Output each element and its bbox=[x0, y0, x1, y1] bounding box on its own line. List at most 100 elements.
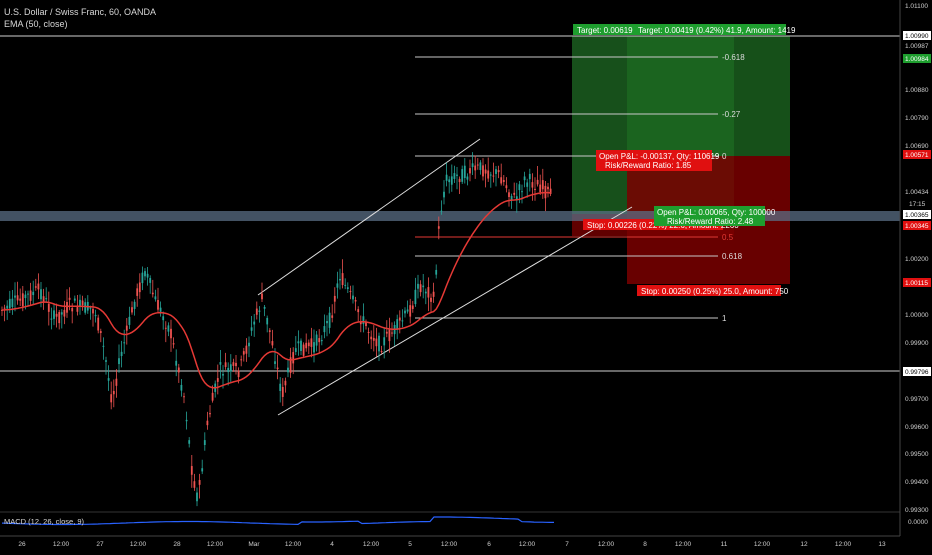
long-rr-text: Risk/Reward Ratio: 2.48 bbox=[667, 217, 754, 226]
candle-body bbox=[159, 307, 162, 312]
candle-body bbox=[193, 481, 196, 488]
candle-body bbox=[305, 342, 308, 349]
candle-body bbox=[274, 361, 276, 364]
candle-body bbox=[289, 357, 292, 373]
candle-body bbox=[362, 316, 365, 325]
candle-body bbox=[505, 185, 508, 189]
candle-body bbox=[318, 338, 321, 343]
price-tick: 0.99500 bbox=[905, 451, 929, 458]
horizontal-lines[interactable] bbox=[0, 35, 900, 372]
candle-body bbox=[341, 273, 344, 286]
candle-body bbox=[45, 298, 48, 300]
price-tick: 0.99600 bbox=[905, 424, 929, 431]
candle-body bbox=[261, 293, 263, 300]
candle-body bbox=[456, 174, 458, 176]
candle-body bbox=[422, 285, 425, 288]
candle-body bbox=[258, 310, 261, 312]
candle-body bbox=[526, 182, 529, 187]
candle-body bbox=[510, 195, 513, 200]
price-band[interactable] bbox=[0, 211, 900, 221]
candle-body bbox=[84, 302, 87, 313]
short-pnl-label[interactable]: Open P&L: -0.00137, Qty: 110619 Risk/Rew… bbox=[596, 150, 720, 171]
price-tick: 0.99900 bbox=[905, 340, 929, 347]
candle-body bbox=[443, 191, 445, 198]
candle-body bbox=[237, 370, 240, 378]
ema-line[interactable] bbox=[1, 191, 551, 389]
short-target-label[interactable]: Target: 0.00419 (0.42%) 41.9, Amount: 14… bbox=[634, 24, 796, 35]
trend-channel[interactable] bbox=[257, 138, 633, 416]
candle-body bbox=[242, 351, 245, 355]
time-tick: 8 bbox=[643, 541, 647, 548]
svg-text:1.00115: 1.00115 bbox=[905, 280, 928, 287]
price-tick: 1.00880 bbox=[905, 87, 929, 94]
time-axis[interactable]: 26 12:00 27 12:00 28 12:00 Mar 12:00 4 12:00 5 12:0… bbox=[0, 535, 900, 548]
candle-body bbox=[138, 282, 141, 293]
candle-body bbox=[292, 352, 295, 364]
candle-body bbox=[42, 296, 45, 303]
candle-body bbox=[469, 168, 471, 174]
fib-retracement[interactable] bbox=[415, 56, 718, 319]
candle-body bbox=[19, 298, 22, 301]
candle-body bbox=[411, 305, 414, 309]
candle-body bbox=[326, 320, 328, 324]
candle-body bbox=[268, 330, 271, 332]
candle-body bbox=[229, 364, 232, 372]
time-tick: 27 bbox=[96, 541, 104, 548]
candle-body bbox=[310, 338, 313, 347]
fib-label: 0.618 bbox=[722, 252, 743, 261]
time-tick: 7 bbox=[565, 541, 569, 548]
candle-body bbox=[227, 367, 230, 373]
candle-body bbox=[518, 184, 521, 191]
price-tick: 1.00790 bbox=[905, 115, 929, 122]
candle-body bbox=[99, 331, 102, 333]
candle-body bbox=[235, 362, 237, 367]
short-target-zone[interactable] bbox=[627, 36, 790, 156]
candle-body bbox=[349, 291, 352, 293]
candle-body bbox=[445, 174, 448, 181]
time-tick: 6 bbox=[487, 541, 491, 548]
symbol-title[interactable]: U.S. Dollar / Swiss Franc, 60, OANDA bbox=[4, 7, 157, 17]
candle-body bbox=[391, 332, 393, 334]
candle-body bbox=[224, 362, 227, 367]
candle-body bbox=[497, 170, 500, 173]
ema-indicator-label[interactable]: EMA (50, close) bbox=[4, 19, 68, 29]
macd-label: MACD (12, 26, close, 9) bbox=[4, 517, 85, 526]
time-tick: 11 bbox=[721, 541, 728, 548]
candle-body bbox=[21, 293, 24, 307]
candle-body bbox=[97, 317, 100, 331]
candle-body bbox=[115, 378, 118, 386]
candle-body bbox=[183, 396, 185, 398]
macd-line[interactable] bbox=[1, 516, 554, 526]
candle-body bbox=[120, 351, 123, 357]
candle-body bbox=[144, 271, 146, 277]
short-stop-label[interactable]: Stop: 0.00250 (0.25%) 25.0, Amount: 750 bbox=[637, 285, 789, 296]
candle-body bbox=[14, 295, 16, 298]
candle-body bbox=[474, 165, 477, 171]
macd-axis-value: 0.0000 bbox=[908, 519, 928, 526]
fib-label: 1 bbox=[722, 314, 727, 323]
candle-body bbox=[333, 295, 336, 302]
candle-body bbox=[354, 300, 357, 302]
candle-body bbox=[331, 315, 334, 318]
price-axis[interactable]: 1.01100 1.00990 1.00987 1.00984 1.00880 … bbox=[899, 0, 932, 550]
candle-body bbox=[398, 317, 401, 321]
candle-body bbox=[68, 297, 71, 300]
candle-body bbox=[487, 170, 490, 179]
candle-body bbox=[172, 343, 175, 345]
candle-body bbox=[466, 176, 469, 180]
candle-body bbox=[528, 173, 531, 180]
time-tick: 13 bbox=[878, 541, 886, 548]
candle-body bbox=[53, 310, 55, 319]
candle-body bbox=[125, 325, 128, 331]
time-tick: Mar bbox=[248, 541, 260, 548]
candle-body bbox=[435, 269, 438, 275]
candle-body bbox=[424, 291, 427, 294]
long-pnl-label[interactable]: Open P&L: 0.00065, Qty: 100000 Risk/Rewa… bbox=[654, 206, 776, 226]
candlestick-series[interactable] bbox=[1, 152, 552, 507]
candle-body bbox=[149, 278, 152, 283]
candle-body bbox=[123, 342, 126, 344]
candle-body bbox=[6, 305, 9, 309]
candle-body bbox=[263, 306, 266, 309]
